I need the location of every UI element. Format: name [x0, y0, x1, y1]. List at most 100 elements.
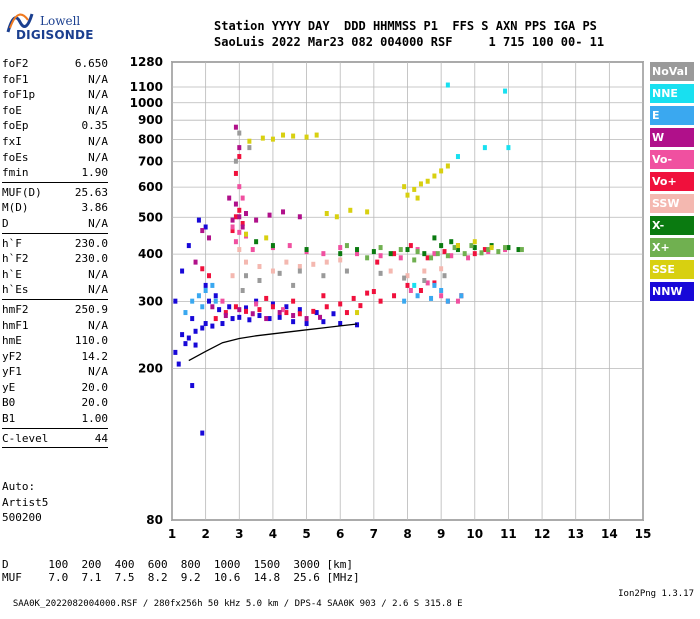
- param-value: N/A: [88, 134, 108, 148]
- echo-point: [237, 229, 242, 235]
- echo-point: [422, 251, 427, 257]
- param-value: N/A: [88, 150, 108, 164]
- footer-info: SAA0K_2022082004000.RSF / 280fx256h 50 k…: [2, 589, 698, 619]
- series-nne: [412, 82, 511, 288]
- param-name: yF2: [2, 349, 22, 363]
- echo-point: [412, 186, 417, 192]
- echo-point: [358, 303, 363, 309]
- param-value: 20.0: [81, 380, 109, 394]
- lowell-digisonde-logo: Lowell DIGISONDE: [6, 6, 93, 46]
- echo-point: [264, 316, 269, 322]
- echo-point: [250, 311, 255, 317]
- echo-point: [180, 332, 185, 338]
- param-row: foF1 N/A: [2, 72, 108, 88]
- echo-point: [415, 195, 420, 201]
- param-value: 3.86: [81, 201, 109, 215]
- param-name: yE: [2, 380, 16, 394]
- param-row: h`F 230.0: [2, 236, 108, 252]
- ionogram-svg: 1 2 3 4 5 6 7 8 9 10 11 12 13 14 15 802003004005006007…: [130, 55, 652, 541]
- echo-point: [402, 298, 407, 304]
- echo-point: [200, 325, 205, 331]
- echo-point: [264, 295, 269, 301]
- echo-point: [193, 328, 198, 334]
- x-tick-label: 11: [500, 527, 517, 541]
- param-value: 0.35: [81, 119, 109, 133]
- muf-row: MUF 7.0 7.1 7.5 8.2 9.2 10.6 14.8 25.6 […: [2, 571, 360, 584]
- echo-point: [240, 221, 245, 227]
- auto-line-2: Artist5: [2, 495, 49, 509]
- echo-point: [455, 243, 460, 249]
- echo-point: [408, 243, 413, 249]
- param-name: fxI: [2, 134, 22, 148]
- param-name: MUF(D): [2, 185, 42, 199]
- echo-point: [365, 255, 370, 261]
- x-tick-label: 7: [370, 527, 378, 541]
- echo-point: [230, 316, 235, 322]
- y-tick-label: 700: [138, 155, 163, 169]
- param-name: foEp: [2, 119, 29, 133]
- echo-point: [425, 178, 430, 184]
- echo-point: [304, 134, 309, 140]
- param-name: M(D): [2, 201, 29, 215]
- echo-point: [375, 259, 380, 265]
- echo-point: [240, 195, 245, 201]
- echo-point: [321, 251, 326, 257]
- param-name: foF1p: [2, 88, 36, 102]
- param-value: N/A: [88, 72, 108, 86]
- echo-point: [237, 314, 242, 320]
- echo-point: [173, 298, 178, 304]
- echo-point: [432, 235, 437, 241]
- echo-point: [237, 184, 242, 190]
- echo-point: [321, 273, 326, 279]
- param-row: foF1p N/A: [2, 87, 108, 103]
- echo-point: [281, 132, 286, 138]
- echo-point: [445, 82, 450, 88]
- echo-point: [422, 277, 427, 283]
- echo-point: [277, 310, 282, 316]
- footer-version: Ion2Png 1.3.17: [618, 589, 694, 599]
- echo-point: [193, 259, 198, 265]
- param-row: foEp 0.35: [2, 118, 108, 134]
- echo-point: [344, 243, 349, 249]
- x-tick-label: 8: [403, 527, 411, 541]
- echo-point: [338, 321, 343, 327]
- param-value: N/A: [88, 216, 108, 230]
- echo-point: [176, 361, 181, 367]
- echo-point: [472, 245, 477, 251]
- legend-item-x-: X+: [650, 238, 694, 257]
- param-row: h`Es N/A: [2, 282, 108, 298]
- echo-point: [297, 307, 302, 313]
- echo-point: [207, 298, 212, 304]
- y-tick-label: 1280: [130, 55, 163, 69]
- series-e: [183, 282, 464, 316]
- echo-point: [270, 136, 275, 142]
- param-row: C-level 44: [2, 431, 108, 447]
- echo-point: [405, 192, 410, 198]
- y-tick-label: 500: [138, 210, 163, 224]
- echo-point: [338, 245, 343, 251]
- echo-point: [244, 231, 249, 237]
- echo-point: [200, 304, 205, 310]
- echo-point: [338, 251, 343, 257]
- echo-point: [516, 247, 521, 253]
- echo-point: [297, 264, 302, 270]
- legend-item-e: E: [650, 106, 694, 125]
- echo-point: [314, 310, 319, 316]
- y-tick-label: 400: [138, 247, 163, 261]
- x-tick-label: 6: [336, 527, 344, 541]
- echo-point: [267, 316, 272, 322]
- echo-point: [213, 298, 218, 304]
- echo-point: [186, 243, 191, 249]
- echo-point: [244, 305, 249, 311]
- echo-point: [429, 255, 434, 261]
- param-row: h`E N/A: [2, 267, 108, 283]
- echo-point: [237, 154, 242, 160]
- param-divider: [2, 427, 108, 429]
- echo-point: [344, 310, 349, 316]
- param-value: N/A: [88, 88, 108, 102]
- series-sse: [244, 132, 494, 316]
- echo-point: [237, 130, 242, 136]
- echo-point: [183, 310, 188, 316]
- param-name: hmF2: [2, 302, 29, 316]
- echo-point: [270, 304, 275, 310]
